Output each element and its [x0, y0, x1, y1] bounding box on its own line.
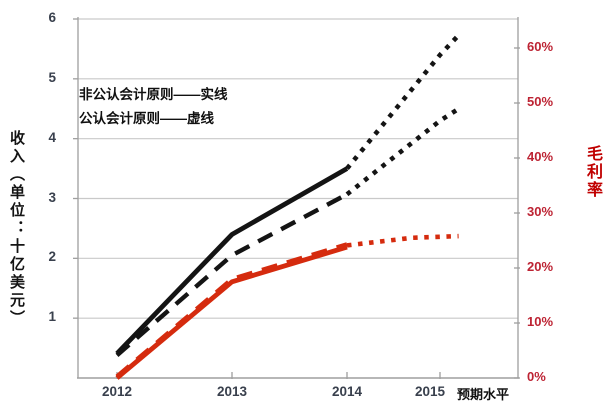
left-axis-tick-label: 6 [48, 10, 56, 25]
x-axis-label: 2012 [101, 384, 133, 399]
right-axis-tick-label: 50% [527, 94, 554, 109]
right-axis-tick-label: 60% [527, 39, 554, 54]
right-axis-tick-label: 30% [527, 204, 554, 219]
right-axis-title: 毛利率 [584, 145, 601, 199]
series-dotted-revenue [345, 33, 461, 171]
left-axis-tick-label: 3 [48, 189, 56, 205]
left-axis-tick-label: 4 [48, 129, 56, 145]
series-dashed-margin [115, 242, 348, 379]
x-axis-label: 2014 [331, 384, 363, 399]
left-axis-tick-label: 1 [48, 309, 56, 325]
legend-solid-line-label: 非公认会计原则——实线 [79, 87, 228, 102]
x-axis-label: 预期水平 [456, 387, 509, 402]
series-dashed-revenue [115, 192, 349, 357]
right-axis-tick-label: 40% [527, 149, 554, 164]
left-axis-tick-label: 5 [48, 69, 56, 85]
x-axis-label: 2015 [414, 384, 446, 399]
x-axis-label: 2013 [216, 384, 248, 399]
right-axis-tick-label: 20% [527, 259, 554, 274]
series-dotted-margin [346, 233, 459, 248]
series-solid-revenue [115, 166, 349, 356]
series-dotted-revenue [345, 106, 460, 197]
left-axis-title: 收入（单位：十亿美元） [8, 130, 25, 328]
legend-dashed-line-label: 公认会计原则——虚线 [79, 111, 214, 126]
series-solid-margin [115, 244, 348, 380]
legend: 非公认会计原则——实线 公认会计原则——虚线 [79, 83, 228, 131]
right-axis-tick-label: 10% [527, 314, 554, 329]
right-axis-tick-label: 0% [527, 369, 546, 384]
left-axis-tick-label: 2 [48, 249, 56, 265]
